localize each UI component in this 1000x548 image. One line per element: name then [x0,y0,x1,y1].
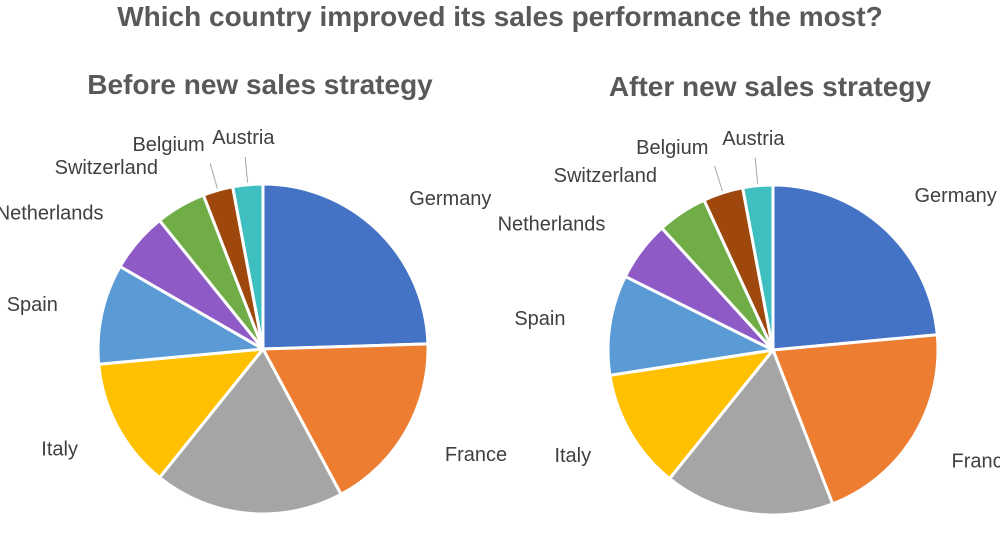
after-slice-italy [608,348,775,481]
after-slice-france [771,333,940,506]
pie-before: GermanyFranceU.K.ItalySpainNetherlandsSw… [0,127,507,516]
after-label-switzerland: Switzerland [554,165,657,187]
after-label-netherlands: Netherlands [498,213,606,235]
before-slice-france [261,342,430,496]
after-label-belgium: Belgium [636,137,708,159]
after-label-germany: Germany [914,185,996,207]
before-slice-u-k [158,347,343,516]
main-title: Which country improved its sales perform… [117,1,883,32]
after-label-austria: Austria [722,128,785,150]
pie-after: GermanyFranceU.K.ItalySpainNetherlandsSw… [498,128,1000,548]
before-label-belgium: Belgium [132,134,204,156]
after-slice-germany [771,183,939,352]
after-slice-u-k [668,348,835,517]
before-label-netherlands: Netherlands [0,202,104,224]
before-slice-germany [261,182,430,351]
pie-before-title: Before new sales strategy [87,69,433,100]
after-leader-belgium [714,165,723,192]
before-label-france: France [445,444,507,466]
after-slice-austria [741,183,775,352]
before-leader-austria [244,156,249,183]
after-label-france: France [952,451,1000,473]
before-slice-austria [231,182,265,351]
after-slice-spain [606,274,775,377]
pie-after-title: After new sales strategy [608,71,932,102]
after-leader-austria [754,157,759,184]
before-slice-italy [97,347,265,480]
before-label-italy: Italy [41,438,78,460]
before-label-austria: Austria [212,127,275,149]
before-label-spain: Spain [7,294,58,316]
before-label-germany: Germany [409,188,491,210]
before-leader-belgium [209,163,218,189]
before-slice-spain [96,265,265,366]
before-label-switzerland: Switzerland [55,157,158,179]
after-label-italy: Italy [554,445,591,467]
after-label-spain: Spain [514,308,565,330]
